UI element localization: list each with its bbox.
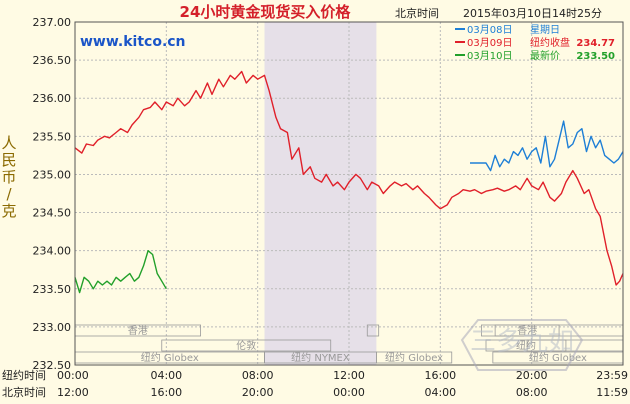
legend-value: 233.50 — [576, 51, 615, 62]
series-line — [74, 70, 624, 286]
x-tick-label-row1: 12:00 — [333, 369, 365, 382]
y-tick-label: 237.00 — [33, 16, 72, 29]
y-tick-label: 235.00 — [33, 168, 72, 181]
y-tick-label: 236.50 — [33, 54, 72, 67]
market-session-bar — [375, 351, 453, 364]
x-tick-label-row1: 04:00 — [150, 369, 182, 382]
y-tick-label: 234.00 — [33, 245, 72, 258]
x-row1-label: 纽约时间 — [2, 368, 46, 382]
y-axis-label-char: 人 — [1, 134, 16, 152]
market-session-label: 纽约 Globex — [141, 351, 199, 364]
legend-date: 03月10日 — [467, 50, 512, 62]
x-tick-label-row2: 12:00 — [57, 386, 89, 399]
market-session-label: 纽约 Globex — [529, 351, 587, 364]
market-session-label: 伦敦 — [236, 339, 256, 352]
market-session-label: 纽约 NYMEX — [291, 351, 350, 364]
x-tick-label-row1: 23:59 — [596, 369, 628, 382]
nymex-session-shade — [264, 22, 377, 365]
x-tick-label-row1: 20:00 — [516, 369, 548, 382]
date-time-stamp: 2015年03月10日14时25分 — [463, 6, 602, 20]
market-session-label: 香港 — [517, 325, 537, 337]
time-zone-label: 北京时间 — [395, 6, 439, 20]
market-session-bar — [485, 339, 567, 352]
source-url[interactable]: www.kitco.cn — [80, 34, 186, 50]
legend-note: 星期日 — [530, 24, 560, 36]
y-axis-label: 人民币/克 — [1, 134, 16, 220]
legend-value: 234.77 — [576, 38, 615, 49]
x-tick-label-row2: 20:00 — [242, 386, 274, 399]
x-tick-label-row1: 08:00 — [242, 369, 274, 382]
market-session-bar — [366, 324, 380, 337]
y-tick-label: 236.00 — [33, 92, 72, 105]
y-tick-label: 234.50 — [33, 207, 72, 220]
x-tick-label-row2: 16:00 — [150, 386, 182, 399]
market-session-bar — [494, 324, 560, 337]
y-axis-label-char: 克 — [1, 202, 16, 220]
x-tick-label-row2: 08:00 — [516, 386, 548, 399]
x-row2-label: 北京时间 — [2, 385, 46, 399]
market-session-bar — [161, 339, 332, 352]
legend-date: 03月09日 — [467, 37, 512, 49]
legend-note: 纽约收盘 — [530, 36, 570, 49]
x-tick-label-row2: 04:00 — [424, 386, 456, 399]
x-tick-label-row1: 00:00 — [57, 369, 89, 382]
watermark-text: 三多九如 — [470, 327, 574, 357]
legend-date: 03月08日 — [467, 24, 512, 36]
y-tick-label: 233.00 — [33, 321, 72, 334]
series-line — [470, 120, 624, 172]
legend-note: 最新价 — [530, 49, 560, 62]
plot-frame — [74, 21, 624, 366]
y-tick-label: 235.50 — [33, 130, 72, 143]
market-session-label: 纽约 Globex — [385, 351, 443, 364]
chart-title: 24小时黄金现货买入价格 — [180, 3, 352, 21]
y-tick-label: 232.50 — [33, 359, 72, 372]
y-axis-label-char: 币 — [1, 168, 16, 186]
market-session-label: 纽约 — [516, 339, 536, 352]
market-session-label: 香港 — [128, 325, 148, 337]
watermark-logo: 三多九如 — [460, 319, 584, 371]
series-line — [74, 249, 167, 294]
y-axis-label-char: 民 — [1, 151, 16, 169]
y-tick-label: 233.50 — [33, 283, 72, 296]
x-tick-label-row1: 16:00 — [424, 369, 456, 382]
y-axis-label-char: / — [6, 185, 12, 203]
x-tick-label-row2: 00:00 — [333, 386, 365, 399]
x-tick-label-row2: 11:59 — [596, 386, 628, 399]
